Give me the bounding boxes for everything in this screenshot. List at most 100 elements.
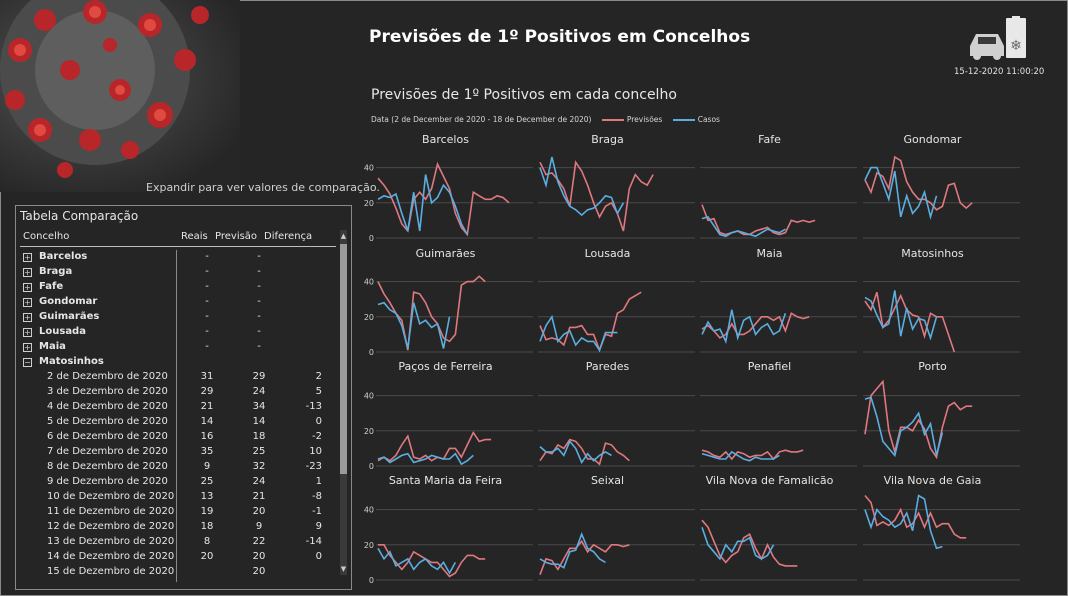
column-header-concelho[interactable]: Concelho xyxy=(23,231,70,242)
expand-icon[interactable]: + xyxy=(23,343,32,352)
table-row-group[interactable]: + Maia - - xyxy=(16,340,341,355)
row-previsao: 32 xyxy=(252,461,266,472)
panel-barcelos: Barcelos 0 20 40 xyxy=(364,133,533,243)
expand-icon[interactable]: + xyxy=(23,283,32,292)
expand-icon[interactable]: + xyxy=(23,298,32,307)
series-casos-line xyxy=(864,166,938,221)
table-row: 3 de Dezembro de 2020 29 24 5 xyxy=(16,385,341,400)
panel-title: Matosinhos xyxy=(901,247,964,260)
legend-label-previsoes[interactable]: Previsões xyxy=(626,115,663,124)
series-casos-line xyxy=(539,532,606,569)
table-row-group[interactable]: + Barcelos - - xyxy=(16,250,341,265)
row-diferenca: 1 xyxy=(315,476,322,487)
panel-penafiel: Penafiel xyxy=(700,360,857,467)
series-casos-line xyxy=(864,290,938,341)
column-header-diferenca[interactable]: Diferença xyxy=(264,231,313,242)
row-date: 7 de Dezembro de 2020 xyxy=(47,446,168,457)
row-previsao: 29 xyxy=(252,371,266,382)
row-previsao: 22 xyxy=(252,536,266,547)
row-reais: - xyxy=(205,326,209,337)
column-header-reais[interactable]: Reais xyxy=(181,231,208,242)
comparison-table[interactable]: Tabela Comparação Concelho Reais Previsã… xyxy=(15,205,352,590)
row-date: 4 de Dezembro de 2020 xyxy=(47,401,168,412)
column-divider xyxy=(176,250,177,582)
table-row: 9 de Dezembro de 2020 25 24 1 xyxy=(16,475,341,490)
expand-icon[interactable]: + xyxy=(23,328,32,337)
row-concelho: Maia xyxy=(39,341,66,352)
chart-title: Previsões de 1º Positivos em cada concel… xyxy=(371,87,677,103)
panel-title: Maia xyxy=(756,247,782,260)
expand-hint: Expandir para ver valores de comparação. xyxy=(146,181,380,194)
panel-maia: Maia xyxy=(700,247,857,353)
y-tick-label: 40 xyxy=(364,506,374,515)
row-date: 5 de Dezembro de 2020 xyxy=(47,416,168,427)
row-previsao: - xyxy=(257,251,261,262)
row-reais: 20 xyxy=(200,551,214,562)
row-concelho: Guimarães xyxy=(39,311,100,322)
row-diferenca: 0 xyxy=(315,551,322,562)
panel-title: Penafiel xyxy=(748,360,791,373)
virus-image xyxy=(0,0,240,192)
table-row-group[interactable]: − Matosinhos xyxy=(16,355,341,370)
row-reais: 25 xyxy=(200,476,214,487)
scroll-up-icon[interactable]: ▲ xyxy=(340,232,347,240)
table-scrollbar[interactable]: ▲ ▼ xyxy=(340,230,347,575)
series-previsoes-line xyxy=(701,519,798,567)
panel-title: Santa Maria da Feira xyxy=(389,474,502,487)
panel-pa-os-de-ferreira: Paços de Ferreira 0 20 40 xyxy=(364,360,533,471)
row-reais: 18 xyxy=(200,521,214,532)
expand-icon[interactable]: + xyxy=(23,313,32,322)
row-diferenca: 9 xyxy=(315,521,322,532)
legend-label-casos[interactable]: Casos xyxy=(697,115,720,124)
series-casos-line xyxy=(377,174,468,235)
row-reais: - xyxy=(205,281,209,292)
row-reais: - xyxy=(205,266,209,277)
row-diferenca: 0 xyxy=(315,416,322,427)
row-date: 6 de Dezembro de 2020 xyxy=(47,431,168,442)
scroll-down-icon[interactable]: ▼ xyxy=(340,565,347,573)
panel-lousada: Lousada xyxy=(538,247,695,353)
series-casos-line xyxy=(864,494,943,550)
series-previsoes-line xyxy=(377,161,510,237)
panel-title: Porto xyxy=(918,360,947,373)
panel-braga: Braga xyxy=(538,133,695,239)
series-casos-line xyxy=(701,309,787,344)
table-row-group[interactable]: + Braga - - xyxy=(16,265,341,280)
row-previsao: - xyxy=(257,311,261,322)
table-row-group[interactable]: + Lousada - - xyxy=(16,325,341,340)
y-tick-label: 0 xyxy=(369,348,374,357)
series-previsoes-line xyxy=(701,312,810,339)
row-concelho: Barcelos xyxy=(39,251,88,262)
table-row: 12 de Dezembro de 2020 18 9 9 xyxy=(16,520,341,535)
panel-porto: Porto xyxy=(863,360,1020,467)
row-previsao: 25 xyxy=(252,446,266,457)
scrollbar-thumb[interactable] xyxy=(340,244,347,474)
series-previsoes-line xyxy=(701,204,816,236)
svg-text:❄: ❄ xyxy=(1010,38,1022,54)
panel-title: Seixal xyxy=(591,474,624,487)
expand-icon[interactable]: + xyxy=(23,253,32,262)
table-row-group[interactable]: + Guimarães - - xyxy=(16,310,341,325)
y-tick-label: 40 xyxy=(364,278,374,287)
panel-title: Braga xyxy=(591,133,624,146)
row-diferenca: -14 xyxy=(305,536,322,547)
panel-santa-maria-da-feira: Santa Maria da Feira 0 20 40 xyxy=(364,474,533,585)
row-diferenca: 10 xyxy=(309,446,322,457)
panel-title: Vila Nova de Famalicão xyxy=(706,474,834,487)
row-date: 14 de Dezembro de 2020 xyxy=(47,551,175,562)
collapse-icon[interactable]: − xyxy=(23,358,32,367)
expand-icon[interactable]: + xyxy=(23,268,32,277)
table-row-group[interactable]: + Fafe - - xyxy=(16,280,341,295)
row-concelho: Braga xyxy=(39,266,73,277)
timestamp: 15-12-2020 11:00:20 xyxy=(954,67,1045,77)
table-row-group[interactable]: + Gondomar - - xyxy=(16,295,341,310)
header-divider xyxy=(20,246,336,247)
column-header-previsao[interactable]: Previsão xyxy=(215,231,258,242)
row-concelho: Fafe xyxy=(39,281,64,292)
row-diferenca: 2 xyxy=(315,371,322,382)
row-previsao: - xyxy=(257,341,261,352)
series-casos-line xyxy=(539,439,612,465)
table-row: 15 de Dezembro de 2020 20 xyxy=(16,565,341,580)
table-row: 6 de Dezembro de 2020 16 18 -2 xyxy=(16,430,341,445)
table-row: 11 de Dezembro de 2020 19 20 -1 xyxy=(16,505,341,520)
